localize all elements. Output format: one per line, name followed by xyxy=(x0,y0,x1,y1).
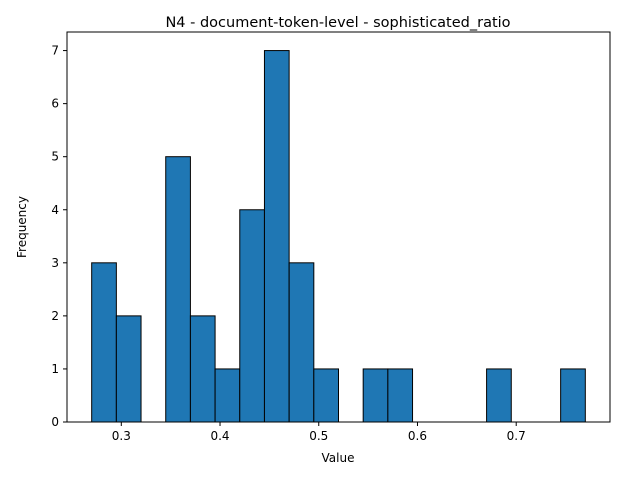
y-tick-label-1: 1 xyxy=(51,362,59,376)
histogram-bar-6 xyxy=(239,209,265,423)
x-tick-label-0: 0.3 xyxy=(112,429,131,443)
histogram-bar-4 xyxy=(189,315,216,423)
y-tick-label-0: 0 xyxy=(51,415,59,429)
plot-frame xyxy=(66,31,611,423)
y-tick-label-7: 7 xyxy=(51,44,59,58)
x-axis-ticks: 0.3 0.4 0.5 0.6 0.7 xyxy=(112,422,526,443)
chart-title: N4 - document-token-level - sophisticate… xyxy=(165,15,510,31)
histogram-bar-12 xyxy=(387,368,414,423)
y-axis-label: Frequency xyxy=(15,196,29,258)
histogram-bar-7 xyxy=(263,50,290,423)
histogram-bar-11 xyxy=(362,368,389,423)
histogram-bar-19 xyxy=(560,368,586,423)
bars-group xyxy=(91,50,586,423)
histogram-bar-9 xyxy=(313,368,340,423)
x-tick-label-3: 0.6 xyxy=(408,429,427,443)
histogram-bar-1 xyxy=(115,315,142,423)
histogram-bar-8 xyxy=(288,262,315,423)
y-axis-ticks: 0 1 2 3 4 5 6 7 xyxy=(51,44,67,429)
y-tick-label-6: 6 xyxy=(51,97,59,111)
histogram-bar-0 xyxy=(91,262,117,423)
x-tick-label-4: 0.7 xyxy=(507,429,526,443)
histogram-bar-3 xyxy=(165,156,191,423)
y-tick-label-4: 4 xyxy=(51,203,59,217)
histogram-bar-5 xyxy=(214,368,241,423)
y-tick-label-3: 3 xyxy=(51,256,59,270)
x-tick-label-2: 0.5 xyxy=(309,429,328,443)
x-tick-label-1: 0.4 xyxy=(210,429,229,443)
y-tick-label-2: 2 xyxy=(51,309,59,323)
histogram-bar-16 xyxy=(486,368,512,423)
y-tick-label-5: 5 xyxy=(51,150,59,164)
x-axis-label: Value xyxy=(322,451,355,465)
